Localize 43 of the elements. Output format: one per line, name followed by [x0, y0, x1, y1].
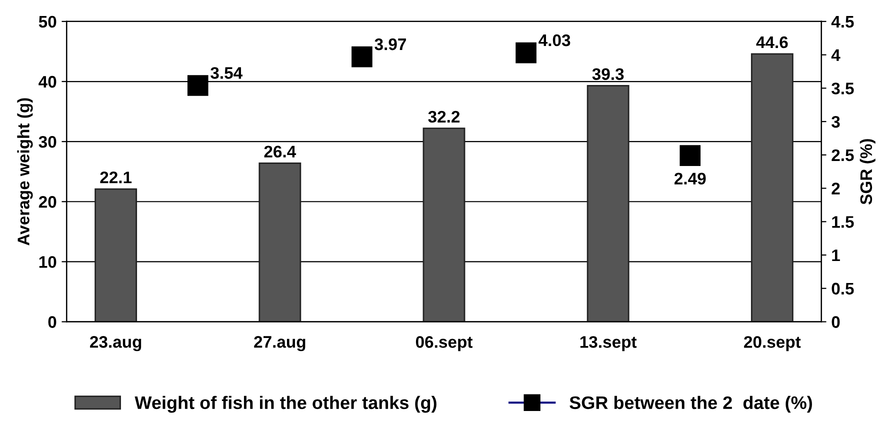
data-label: 2.49 [674, 172, 706, 185]
data-label: 32.2 [428, 110, 460, 123]
x-tick-label: 27.aug [254, 336, 306, 352]
data-label: 44.6 [756, 36, 788, 48]
point [516, 42, 536, 64]
y-tick-label: 10 [39, 256, 56, 268]
legend-label: Weight of fish in the other tanks (g) [134, 396, 436, 413]
y2-tick-label: 3.5 [832, 82, 854, 94]
data-label: 26.4 [264, 146, 296, 158]
bar [422, 128, 466, 322]
y2-tick-label: 1.5 [832, 216, 854, 228]
y2-tick-label: 4 [831, 49, 840, 61]
x-tick-label: 23.aug [90, 336, 142, 352]
y-tick-label: 0 [48, 316, 56, 328]
point [680, 145, 701, 166]
y2-tick-label: 3 [832, 116, 840, 128]
point [352, 46, 372, 68]
y-tick-label: 20 [38, 196, 56, 208]
y2-axis-title: SGR (%) [860, 139, 876, 204]
x-tick-label: 20.sept [744, 336, 801, 352]
x-tick-label: 06.sept [416, 336, 473, 352]
data-label: 39.3 [592, 68, 624, 80]
y2-tick-label: 0.5 [832, 282, 854, 295]
data-label: 22.1 [100, 172, 132, 184]
y-tick-label: 40 [38, 76, 56, 88]
bar [586, 85, 630, 322]
y2-tick-label: 2.5 [832, 149, 854, 162]
y-tick-label: 30 [38, 136, 56, 148]
y2-tick-label: 0 [832, 316, 840, 328]
x-tick-label: 13.sept [580, 336, 637, 352]
data-label: 4.03 [538, 34, 570, 46]
y2-tick-label: 4.5 [831, 16, 854, 28]
data-label: 3.54 [210, 67, 243, 79]
bar [94, 188, 138, 322]
y2-tick-label: 2 [832, 182, 840, 194]
bar [750, 53, 794, 322]
y-tick-label: 50 [38, 16, 56, 28]
legend-label: SGR between the 2 date (%) [570, 396, 812, 413]
bar [258, 162, 302, 322]
data-label: 3.97 [374, 38, 406, 50]
point [187, 75, 208, 96]
y-axis-title: Average weight (g) [17, 98, 33, 246]
y2-tick-label: 1 [832, 250, 840, 262]
